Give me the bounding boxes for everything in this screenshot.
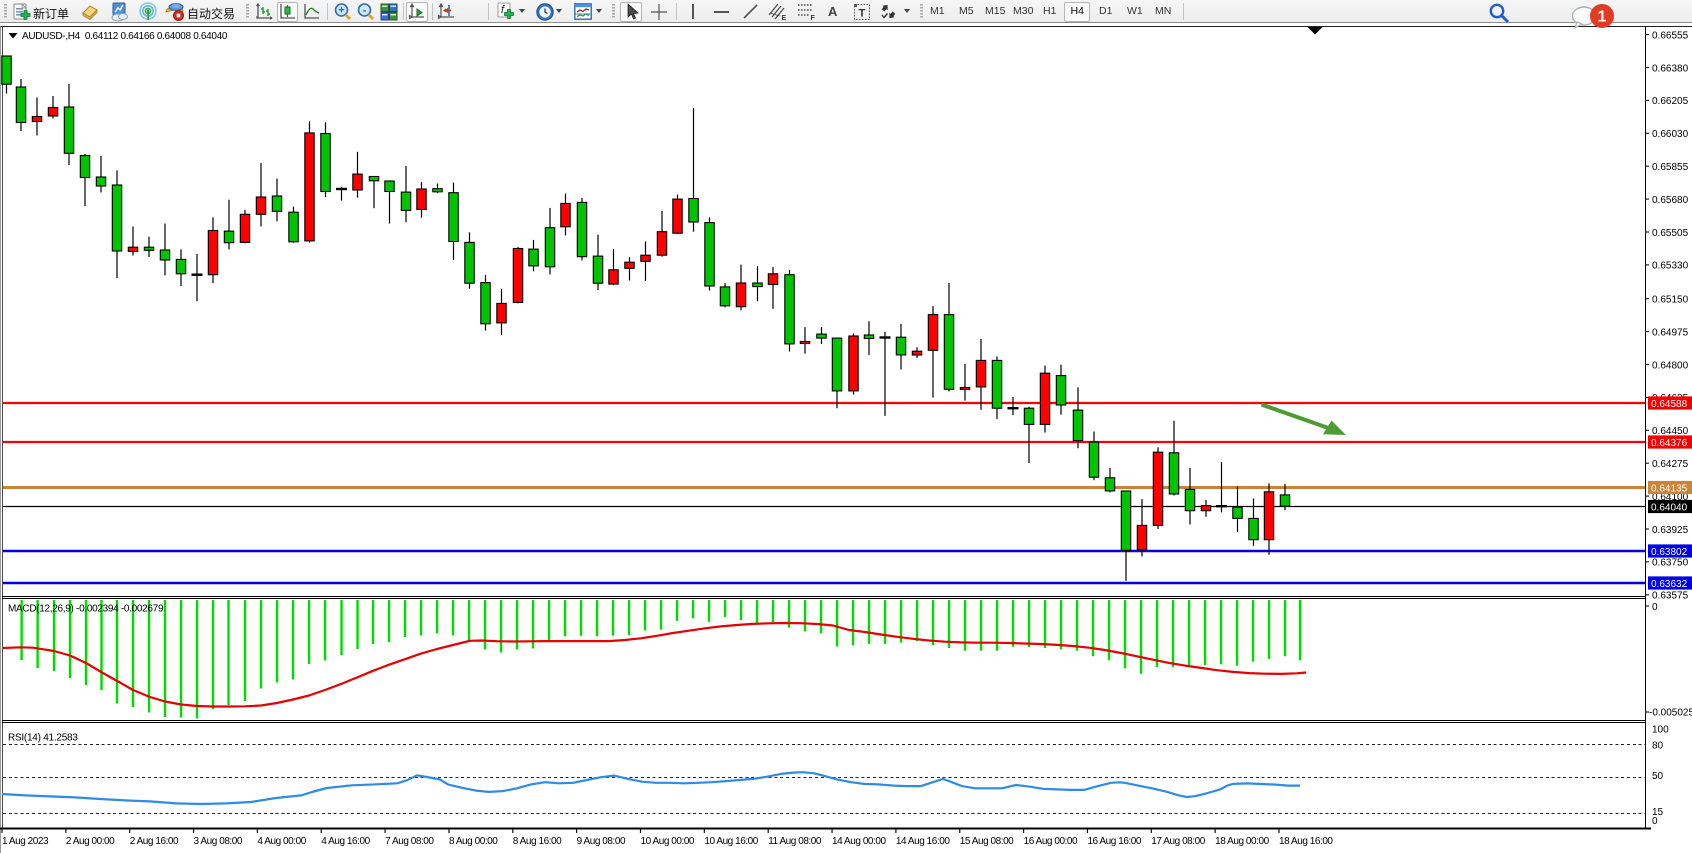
svg-text:0.63802: 0.63802 <box>1651 547 1688 558</box>
svg-text:8 Aug 00:00: 8 Aug 00:00 <box>449 836 498 847</box>
svg-text:0.64975: 0.64975 <box>1652 327 1689 338</box>
svg-text:18 Aug 16:00: 18 Aug 16:00 <box>1279 836 1333 847</box>
svg-text:0.64040: 0.64040 <box>1651 502 1688 513</box>
svg-text:11 Aug 08:00: 11 Aug 08:00 <box>768 836 822 847</box>
svg-text:16 Aug 00:00: 16 Aug 00:00 <box>1024 836 1078 847</box>
svg-text:4 Aug 00:00: 4 Aug 00:00 <box>257 836 306 847</box>
svg-text:17 Aug 08:00: 17 Aug 08:00 <box>1151 836 1205 847</box>
svg-text:1 Aug 2023: 1 Aug 2023 <box>2 836 49 847</box>
svg-text:MACD(12,26,9) -0.002394 -0.002: MACD(12,26,9) -0.002394 -0.002679 <box>8 604 164 615</box>
svg-text:80: 80 <box>1652 740 1664 751</box>
svg-text:10 Aug 00:00: 10 Aug 00:00 <box>641 836 695 847</box>
svg-text:14 Aug 00:00: 14 Aug 00:00 <box>832 836 886 847</box>
svg-text:0.66555: 0.66555 <box>1652 30 1689 41</box>
svg-text:0.63750: 0.63750 <box>1652 558 1689 569</box>
svg-text:F: F <box>811 15 816 21</box>
svg-text:0.64588: 0.64588 <box>1651 399 1688 410</box>
svg-text:15 Aug 08:00: 15 Aug 08:00 <box>960 836 1014 847</box>
svg-text:0.64376: 0.64376 <box>1651 438 1688 449</box>
svg-text:8 Aug 16:00: 8 Aug 16:00 <box>513 836 562 847</box>
svg-text:0: 0 <box>1652 816 1658 827</box>
svg-text:14 Aug 16:00: 14 Aug 16:00 <box>896 836 950 847</box>
svg-text:2 Aug 16:00: 2 Aug 16:00 <box>130 836 179 847</box>
svg-text:0.63925: 0.63925 <box>1652 525 1689 536</box>
svg-text:0.63575: 0.63575 <box>1652 591 1689 602</box>
svg-text:0.64100: 0.64100 <box>1652 492 1689 503</box>
svg-text:0.64135: 0.64135 <box>1651 483 1688 494</box>
svg-text:50: 50 <box>1652 771 1664 782</box>
svg-text:0.65855: 0.65855 <box>1652 162 1689 173</box>
svg-text:+: + <box>338 5 344 17</box>
svg-text:0.66030: 0.66030 <box>1652 129 1689 140</box>
svg-text:4 Aug 16:00: 4 Aug 16:00 <box>321 836 370 847</box>
svg-text:f: f <box>501 4 505 16</box>
svg-text:RSI(14) 41.2583: RSI(14) 41.2583 <box>8 733 78 744</box>
svg-text:10 Aug 16:00: 10 Aug 16:00 <box>704 836 758 847</box>
svg-text:-: - <box>363 5 367 17</box>
svg-text:0.64450: 0.64450 <box>1652 426 1689 437</box>
svg-text:0.65330: 0.65330 <box>1652 261 1689 272</box>
svg-text:0.64275: 0.64275 <box>1652 459 1689 470</box>
svg-text:0.63632: 0.63632 <box>1651 579 1688 590</box>
svg-text:7 Aug 08:00: 7 Aug 08:00 <box>385 836 434 847</box>
svg-text:0.65680: 0.65680 <box>1652 195 1689 206</box>
svg-text:2 Aug 00:00: 2 Aug 00:00 <box>66 836 115 847</box>
svg-text:0.65150: 0.65150 <box>1652 295 1689 306</box>
svg-text:0: 0 <box>1652 602 1658 613</box>
svg-text:16 Aug 16:00: 16 Aug 16:00 <box>1087 836 1141 847</box>
svg-text:E: E <box>782 15 787 21</box>
svg-text:9 Aug 08:00: 9 Aug 08:00 <box>577 836 626 847</box>
svg-text:AUDUSD-,H4 0.64112 0.64166 0.: AUDUSD-,H4 0.64112 0.64166 0.64008 0.640… <box>22 31 228 42</box>
svg-text:100: 100 <box>1652 724 1669 735</box>
svg-text:18 Aug 00:00: 18 Aug 00:00 <box>1215 836 1269 847</box>
svg-text:-0.005025: -0.005025 <box>1649 708 1692 719</box>
svg-text:0.64800: 0.64800 <box>1652 360 1689 371</box>
svg-text:1: 1 <box>1598 9 1607 26</box>
svg-text:15: 15 <box>1652 807 1664 818</box>
svg-text:T: T <box>859 8 866 20</box>
svg-text:0.66205: 0.66205 <box>1652 96 1689 107</box>
svg-text:0.65505: 0.65505 <box>1652 228 1689 239</box>
svg-text:3 Aug 08:00: 3 Aug 08:00 <box>194 836 243 847</box>
svg-text:0.66380: 0.66380 <box>1652 63 1689 74</box>
